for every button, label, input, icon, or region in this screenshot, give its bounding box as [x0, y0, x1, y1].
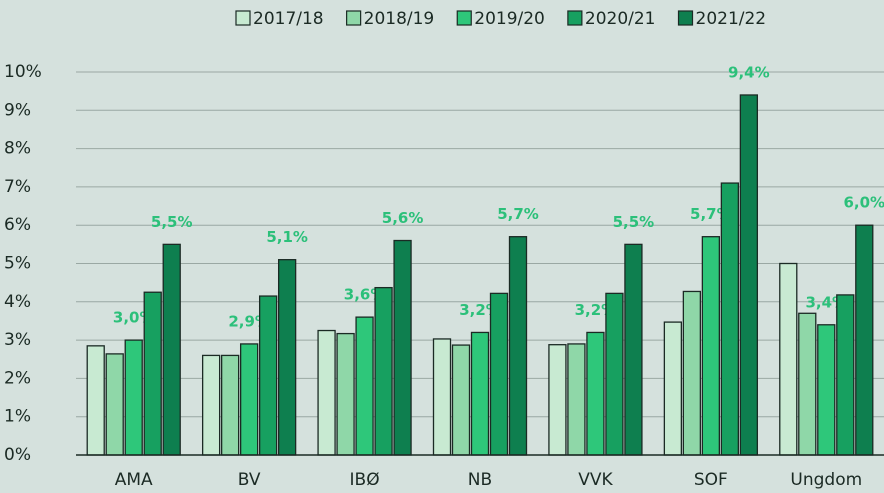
bar	[855, 224, 874, 456]
bar	[470, 331, 490, 456]
bar	[143, 291, 162, 456]
y-tick-label: 3%	[4, 330, 31, 350]
bar	[220, 354, 240, 456]
value-label: 6,0%	[843, 194, 884, 212]
bar	[239, 343, 259, 456]
y-tick-label: 6%	[4, 215, 31, 235]
bar	[355, 316, 374, 456]
x-tick-label: SOF	[694, 470, 728, 490]
legend-label: 2019/20	[474, 9, 545, 29]
bar	[739, 94, 759, 456]
x-tick-label: IBØ	[350, 470, 380, 490]
bar	[374, 286, 393, 456]
value-label: 5,5%	[151, 213, 193, 231]
bar	[605, 292, 624, 456]
bar	[836, 294, 855, 456]
bar	[624, 243, 643, 456]
value-label: 5,6%	[382, 209, 424, 227]
legend-label: 2020/21	[585, 9, 656, 29]
y-tick-label: 1%	[4, 407, 31, 427]
bar	[393, 239, 412, 456]
bar	[336, 332, 355, 456]
value-label: 5,7%	[497, 205, 539, 223]
bar	[86, 345, 105, 456]
bar	[720, 182, 740, 456]
legend-label: 2017/18	[253, 9, 324, 29]
legend-swatch	[677, 10, 694, 26]
y-tick-label: 5%	[4, 254, 31, 274]
y-tick-label: 2%	[4, 368, 31, 388]
bar	[162, 243, 181, 456]
legend-swatch	[567, 10, 583, 26]
x-tick-label: AMA	[115, 470, 153, 490]
x-tick-label: Ungdom	[790, 470, 862, 490]
x-tick-label: BV	[238, 470, 261, 490]
bar	[258, 295, 278, 456]
bar	[817, 324, 836, 456]
legend-swatch	[456, 10, 472, 26]
legend-swatch	[235, 10, 251, 26]
y-tick-label: 9%	[4, 100, 31, 120]
value-label: 5,5%	[613, 213, 655, 231]
bar	[432, 338, 452, 456]
bar	[682, 290, 702, 456]
bar	[105, 353, 124, 456]
bar	[779, 262, 798, 456]
y-tick-label: 7%	[4, 177, 31, 197]
y-tick-label: 8%	[4, 139, 31, 159]
bar	[663, 321, 683, 456]
y-tick-label: 10%	[4, 62, 42, 82]
bar	[451, 344, 471, 456]
bar	[567, 343, 586, 456]
bar	[798, 312, 817, 456]
x-tick-label: VVK	[578, 470, 613, 490]
bar	[201, 354, 221, 456]
bar	[586, 331, 605, 456]
bar	[548, 344, 567, 456]
bar	[489, 292, 509, 456]
y-tick-label: 4%	[4, 292, 31, 312]
y-tick-label: 0%	[4, 445, 31, 465]
bar	[508, 236, 528, 456]
bar	[701, 236, 721, 456]
legend-label: 2018/19	[364, 9, 435, 29]
bar	[277, 259, 297, 456]
legend-swatch	[346, 10, 362, 26]
bar	[124, 339, 143, 456]
value-label: 9,4%	[728, 63, 770, 81]
x-tick-label: NB	[468, 470, 492, 490]
value-label: 5,1%	[266, 228, 308, 246]
bar	[317, 329, 336, 456]
legend-label: 2021/22	[696, 9, 767, 29]
